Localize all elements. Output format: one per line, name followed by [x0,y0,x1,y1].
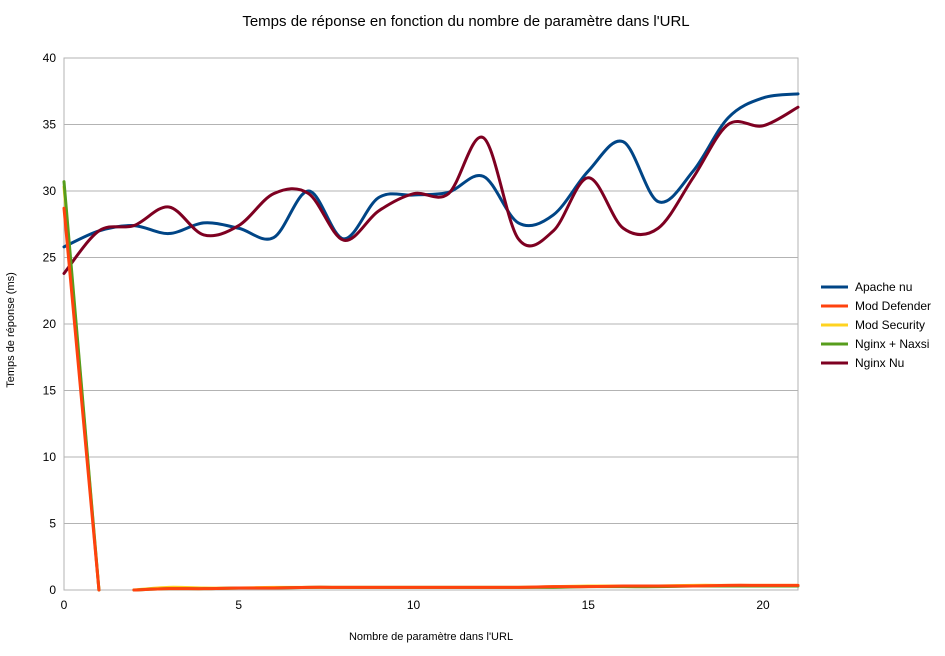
y-tick-label: 40 [43,51,57,65]
x-tick-label: 10 [407,598,421,612]
series-line-mod-defender [62,206,800,592]
y-tick-label: 35 [43,118,57,132]
series-line-mod-security [62,185,800,592]
legend-label-nginx-nu: Nginx Nu [855,356,904,370]
y-axis-ticks: 0 5 10 15 20 25 30 35 40 [43,51,57,597]
y-tick-label: 30 [43,184,57,198]
y-tick-label: 20 [43,317,57,331]
y-tick-label: 10 [43,450,57,464]
x-tick-label: 20 [756,598,770,612]
grid-lines [64,124,798,524]
x-tick-label: 15 [582,598,596,612]
series-lines [62,92,800,592]
y-tick-label: 5 [49,517,56,531]
x-axis-label: Nombre de paramètre dans l'URL [349,631,513,643]
series-line-nginx-naxsi [62,180,800,592]
y-axis-label: Temps de réponse (ms) [5,272,17,388]
series-line-nginx-nu [62,105,800,275]
legend-label-apache-nu: Apache nu [855,280,912,294]
x-axis-ticks: 0 5 10 15 20 [61,598,770,612]
x-tick-label: 5 [235,598,242,612]
chart-title: Temps de réponse en fonction du nombre d… [242,13,689,30]
y-tick-label: 25 [43,251,57,265]
legend: Apache nu Mod Defender Mod Security Nginx +… [821,280,931,370]
legend-label-nginx-naxsi: Nginx + Naxsi [855,337,929,351]
legend-label-mod-defender: Mod Defender [855,299,931,313]
y-tick-label: 0 [49,583,56,597]
series-line-apache-nu [62,92,800,249]
x-tick-label: 0 [61,598,68,612]
y-tick-label: 15 [43,384,57,398]
legend-label-mod-security: Mod Security [855,318,925,332]
